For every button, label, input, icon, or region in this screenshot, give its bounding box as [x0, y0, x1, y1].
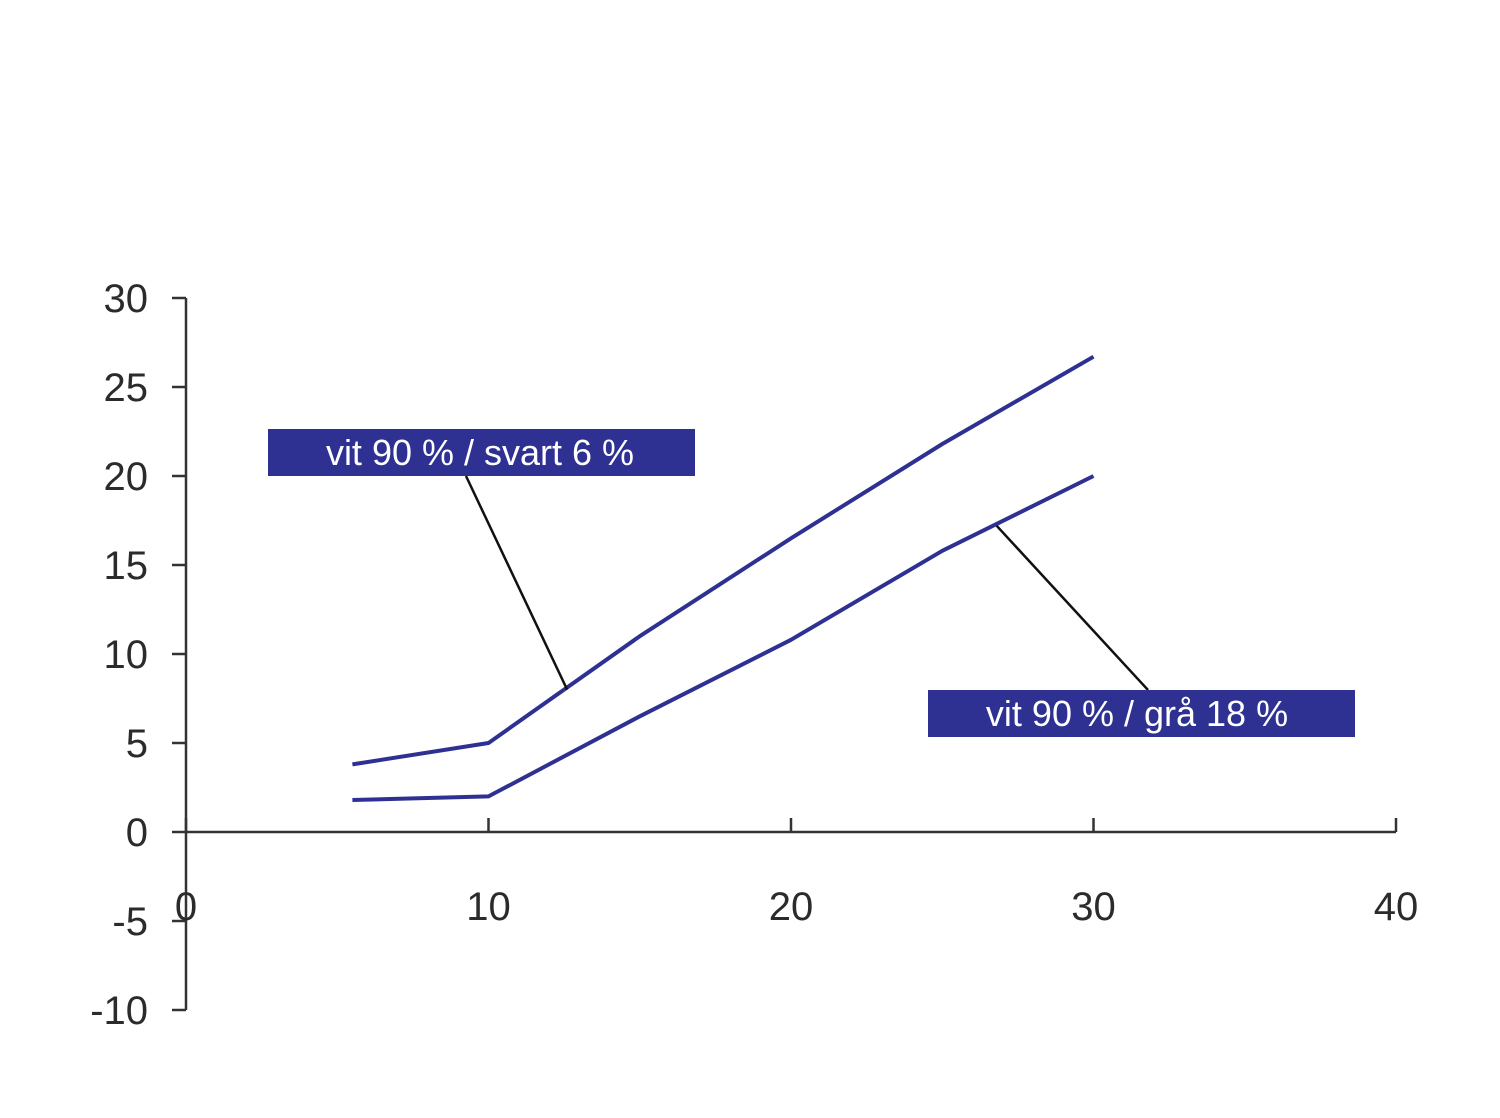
x-tick-label: 40 — [1374, 885, 1419, 929]
x-tick-label: 30 — [1071, 885, 1116, 929]
y-tick-label: 0 — [126, 811, 148, 855]
callout-series-1: vit 90 % / svart 6 % — [268, 429, 695, 476]
callout-label-series-2: vit 90 % / grå 18 % — [986, 693, 1288, 734]
y-tick-label: -10 — [90, 989, 148, 1033]
y-tick-label: -5 — [112, 900, 148, 944]
x-tick-label: 10 — [466, 885, 511, 929]
callout-leaders — [464, 475, 1149, 691]
y-tick-label: 10 — [104, 633, 149, 677]
chart-axes — [172, 296, 1398, 1012]
y-tick-label: 5 — [126, 722, 148, 766]
callout-series-2: vit 90 % / grå 18 % — [928, 690, 1355, 737]
series-line-2 — [352, 474, 1095, 802]
series-lines — [352, 354, 1095, 802]
callout-box-series-2 — [928, 690, 1355, 737]
x-tick-label: 20 — [769, 885, 814, 929]
y-tick-label: 25 — [104, 366, 149, 410]
callout-leader-line-1 — [464, 475, 569, 691]
y-tick-label: 15 — [104, 544, 149, 588]
callout-leader-line-2 — [995, 524, 1149, 691]
callouts: vit 90 % / svart 6 % vit 90 % / grå 18 % — [268, 429, 1355, 737]
callout-box-series-1 — [268, 429, 695, 476]
x-tick-labels: 0 10 20 30 40 — [175, 885, 1418, 929]
y-tick-label: 20 — [104, 455, 149, 499]
y-tick-label: 30 — [104, 277, 149, 321]
callout-label-series-1: vit 90 % / svart 6 % — [326, 432, 634, 473]
x-tick-label: 0 — [175, 885, 197, 929]
series-line-1 — [352, 354, 1095, 767]
y-tick-labels: 30 25 20 15 10 5 0 -5 -10 — [90, 277, 148, 1033]
